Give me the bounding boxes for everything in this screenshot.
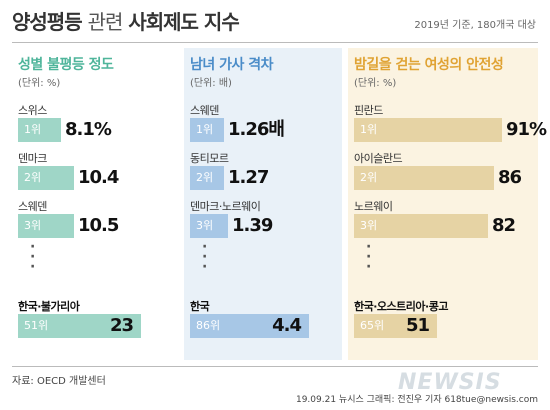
panel-unit: (단위: 배) [190,78,232,89]
bottom-divider [12,366,538,367]
rank-label: 1위 [360,123,378,136]
rank-label: 1위 [24,123,42,136]
bar [190,118,224,142]
country-label: 한국·불가리아 [18,300,80,313]
credit-note: 19.09.21 뉴시스 그래픽: 전진우 기자 618tue@newsis.c… [295,395,538,405]
country-label: 노르웨이 [354,200,393,213]
value-label: 1.27 [228,167,269,188]
title-part-3: 사회제도 지수 [128,10,239,34]
value-label: 8.1% [65,119,112,140]
panel-gender-inequality: 성별 불평등 정도 (단위: %) 스위스 1위 8.1% 덴마크 2위 10.4 스웨덴 3… [12,48,178,360]
country-label: 핀란드 [354,104,383,117]
page-title: 양성평등 관련 사회제도 지수 [12,6,240,35]
country-label: 스웨덴 [18,200,47,213]
panel-night-safety: 밤길을 걷는 여성의 안전성 (단위: %) 핀란드 1위 91% 아이슬란드 2위 86… [348,48,547,360]
value-label: 4.4 [272,315,302,336]
value-label: 82 [492,215,516,236]
panel-title: 성별 불평등 정도 [18,57,114,73]
rank-label: 51위 [24,319,49,332]
source-note: 자료: OECD 개발센터 [12,376,106,387]
ellipsis-dots: · · · [202,239,208,275]
value-label: 10.5 [78,215,119,236]
value-label: 91% [506,119,547,140]
rank-label: 3위 [196,219,214,232]
top-divider [12,42,538,43]
bar [190,314,309,338]
country-label: 덴마크 [18,152,47,165]
bar [18,118,61,142]
value-label: 1.39 [232,215,273,236]
bar [18,314,141,338]
value-label: 23 [109,315,134,336]
country-label: 아이슬란드 [354,152,403,165]
rank-label: 65위 [360,319,385,332]
country-label: 한국·오스트리아·콩고 [354,300,448,313]
ellipsis-dots: · · · [366,239,372,275]
rank-label: 3위 [360,219,378,232]
rank-label: 3위 [24,219,42,232]
bar [354,314,437,338]
bar [354,166,494,190]
rank-label: 1위 [196,123,214,136]
country-label: 덴마크·노르웨이 [190,200,261,213]
rank-label: 2위 [360,171,378,184]
bar [18,214,74,238]
ellipsis-dots: · · · [30,239,36,275]
country-label: 한국 [190,300,210,313]
country-label: 동티모르 [190,152,229,165]
bar [18,166,74,190]
newsis-logo: NEWSIS [398,370,502,395]
value-label: 51 [405,315,430,336]
rank-label: 86위 [196,319,221,332]
rank-label: 2위 [24,171,42,184]
value-label: 86 [498,167,522,188]
rank-label: 2위 [196,171,214,184]
bar [190,166,224,190]
value-label: 1.26배 [228,119,285,140]
title-part-2: 관련 [87,10,124,34]
panel-title: 밤길을 걷는 여성의 안전성 [354,57,504,73]
title-part-1: 양성평등 [12,10,83,34]
panel-title: 남녀 가사 격차 [190,57,274,73]
panel-unit: (단위: %) [354,78,397,89]
bar [190,214,228,238]
value-label: 10.4 [78,167,119,188]
base-note: 2019년 기준, 180개국 대상 [414,20,536,31]
country-label: 스위스 [18,104,47,117]
country-label: 스웨덴 [190,104,219,117]
panel-unit: (단위: %) [18,78,61,89]
header: 양성평등 관련 사회제도 지수 2019년 기준, 180개국 대상 [0,0,550,44]
bar [354,118,502,142]
bar [354,214,488,238]
